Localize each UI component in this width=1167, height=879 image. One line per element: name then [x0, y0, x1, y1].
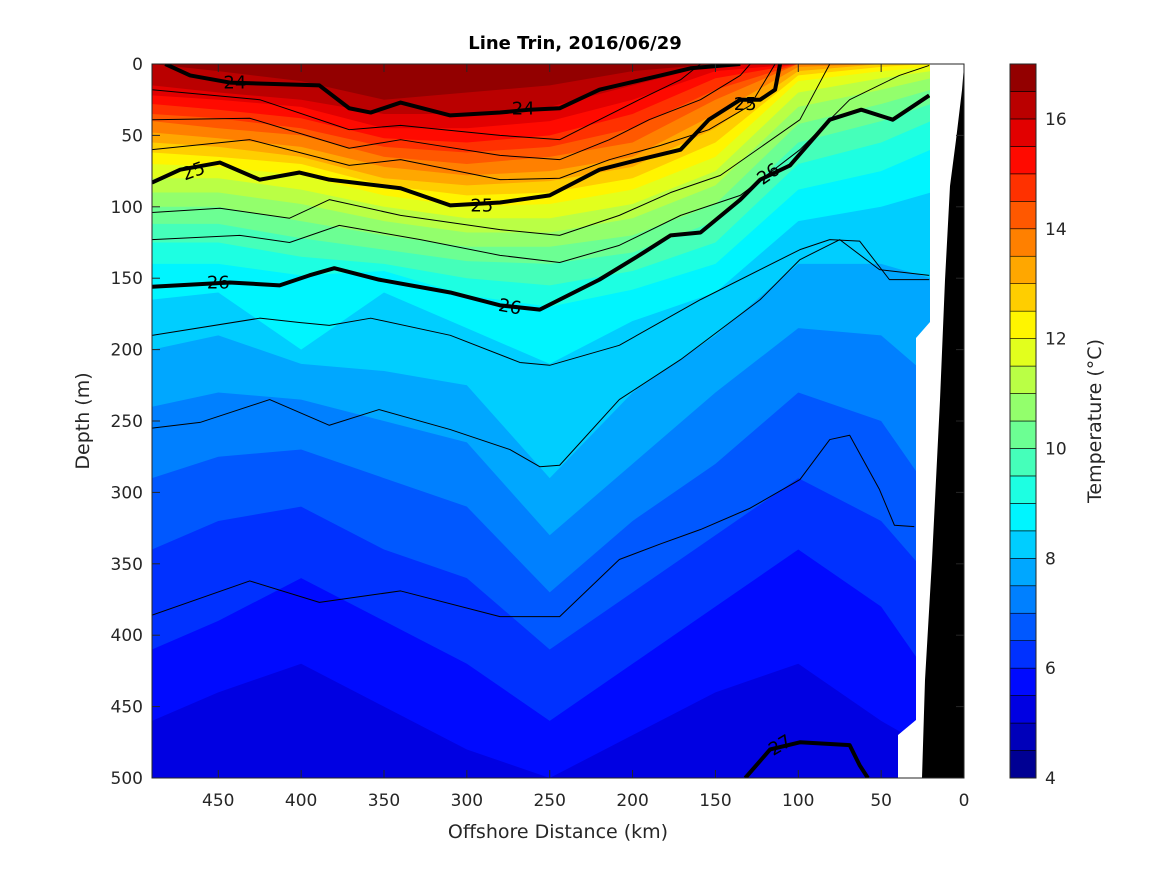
contour-label-24: 24 — [512, 98, 535, 119]
y-tick-label: 400 — [111, 626, 143, 646]
colorbar-swatch — [1009, 722, 1037, 751]
colorbar-swatch — [1009, 91, 1037, 120]
x-tick-label: 150 — [699, 791, 731, 811]
temperature-fill-bands — [152, 64, 964, 778]
y-tick-label: 500 — [111, 769, 143, 789]
contour-label-group: 24 — [223, 73, 246, 94]
x-tick-label: 200 — [616, 791, 648, 811]
density-contour-24.8 — [152, 64, 776, 181]
colorbar-swatch — [1009, 585, 1037, 614]
x-tick-label: 50 — [870, 791, 892, 811]
x-tick-label: 300 — [451, 791, 483, 811]
colorbar-tick-label: 10 — [1045, 439, 1067, 459]
colorbar-swatch — [1009, 558, 1037, 587]
bathymetry-seafloor — [922, 66, 964, 778]
contour-label-26: 26 — [207, 272, 230, 293]
x-axis: 450 400 350 300 250 200 150 100 50 0 — [202, 64, 969, 811]
y-axis: 0 50 100 150 200 250 300 350 400 450 500 — [111, 55, 964, 789]
density-contour-24 — [164, 64, 741, 118]
colorbar-swatch — [1009, 448, 1037, 477]
colorbar-swatch — [1009, 255, 1037, 284]
colorbar-swatch — [1009, 365, 1037, 394]
y-tick-label: 100 — [111, 198, 143, 218]
contour-label-25: 25 — [734, 94, 757, 115]
density-contour-27 — [743, 740, 870, 778]
colorbar-swatch — [1009, 530, 1037, 559]
colorbar-frame — [1009, 63, 1037, 779]
density-contour-25.2 — [152, 64, 831, 236]
y-tick-label: 200 — [111, 341, 143, 361]
colorbar-swatch — [1009, 420, 1037, 449]
density-contour-25.6 — [152, 64, 930, 263]
chart-title: Line Trin, 2016/06/29 — [468, 33, 682, 54]
colorbar-swatch — [1009, 146, 1037, 175]
colorbar-swatch — [1009, 475, 1037, 504]
contour-label-25: 25 — [470, 195, 493, 216]
contour-label-group: 24 — [512, 98, 535, 119]
density-contour-24.2 — [152, 64, 701, 141]
density-contours — [152, 64, 931, 778]
colorbar-swatch — [1009, 283, 1037, 312]
temperature-band-16.5 — [152, 64, 964, 100]
colorbar-tick-label: 12 — [1045, 330, 1067, 350]
colorbar-swatch — [1009, 750, 1037, 779]
colorbar-swatch — [1009, 640, 1037, 669]
contour-label-26: 26 — [497, 295, 523, 320]
y-tick-label: 300 — [111, 483, 143, 503]
density-contour-24.4 — [152, 64, 751, 161]
colorbar-label: Temperature (°C) — [1084, 339, 1106, 504]
colorbar-tick-label: 8 — [1045, 549, 1056, 569]
x-tick-label: 350 — [368, 791, 400, 811]
y-tick-label: 0 — [132, 55, 143, 75]
density-contour-26.6 — [152, 434, 915, 618]
y-tick-label: 350 — [111, 555, 143, 575]
density-contour-26 — [152, 93, 931, 312]
contour-label-group: 25 — [734, 94, 757, 115]
contour-label-group: 26 — [497, 295, 523, 320]
x-tick-label: 0 — [959, 791, 970, 811]
colorbar-swatch — [1009, 338, 1037, 367]
colorbar: 4 6 8 10 12 14 16 — [1009, 63, 1067, 789]
x-tick-label: 100 — [782, 791, 814, 811]
colorbar-swatch — [1009, 228, 1037, 257]
x-axis-label: Offshore Distance (km) — [448, 821, 668, 843]
y-tick-label: 450 — [111, 698, 143, 718]
colorbar-swatch — [1009, 393, 1037, 422]
colorbar-tick-label: 16 — [1045, 110, 1067, 130]
colorbar-swatch — [1009, 612, 1037, 641]
y-tick-label: 250 — [111, 412, 143, 432]
x-tick-label: 250 — [533, 791, 565, 811]
colorbar-swatch — [1009, 173, 1037, 202]
colorbar-swatch — [1009, 118, 1037, 147]
colorbar-swatch — [1009, 695, 1037, 724]
colorbar-swatch — [1009, 310, 1037, 339]
colorbar-swatch — [1009, 63, 1037, 92]
colorbar-swatch — [1009, 503, 1037, 532]
contour-label-24: 24 — [223, 73, 246, 94]
x-tick-label: 450 — [202, 791, 234, 811]
colorbar-tick-label: 4 — [1045, 769, 1056, 789]
colorbar-swatch — [1009, 201, 1037, 230]
density-contour-25 — [152, 64, 783, 208]
colorbar-tick-label: 14 — [1045, 220, 1067, 240]
x-tick-label: 400 — [285, 791, 317, 811]
contour-label-group: 25 — [470, 195, 493, 216]
y-axis-label: Depth (m) — [72, 372, 94, 469]
colorbar-tick-label: 6 — [1045, 659, 1056, 679]
density-contour-26.4 — [152, 239, 930, 468]
contour-label-group: 26 — [207, 272, 230, 293]
y-tick-label: 150 — [111, 269, 143, 289]
density-contour-26.2 — [152, 239, 930, 366]
y-tick-label: 50 — [121, 126, 143, 146]
colorbar-swatch — [1009, 667, 1037, 696]
